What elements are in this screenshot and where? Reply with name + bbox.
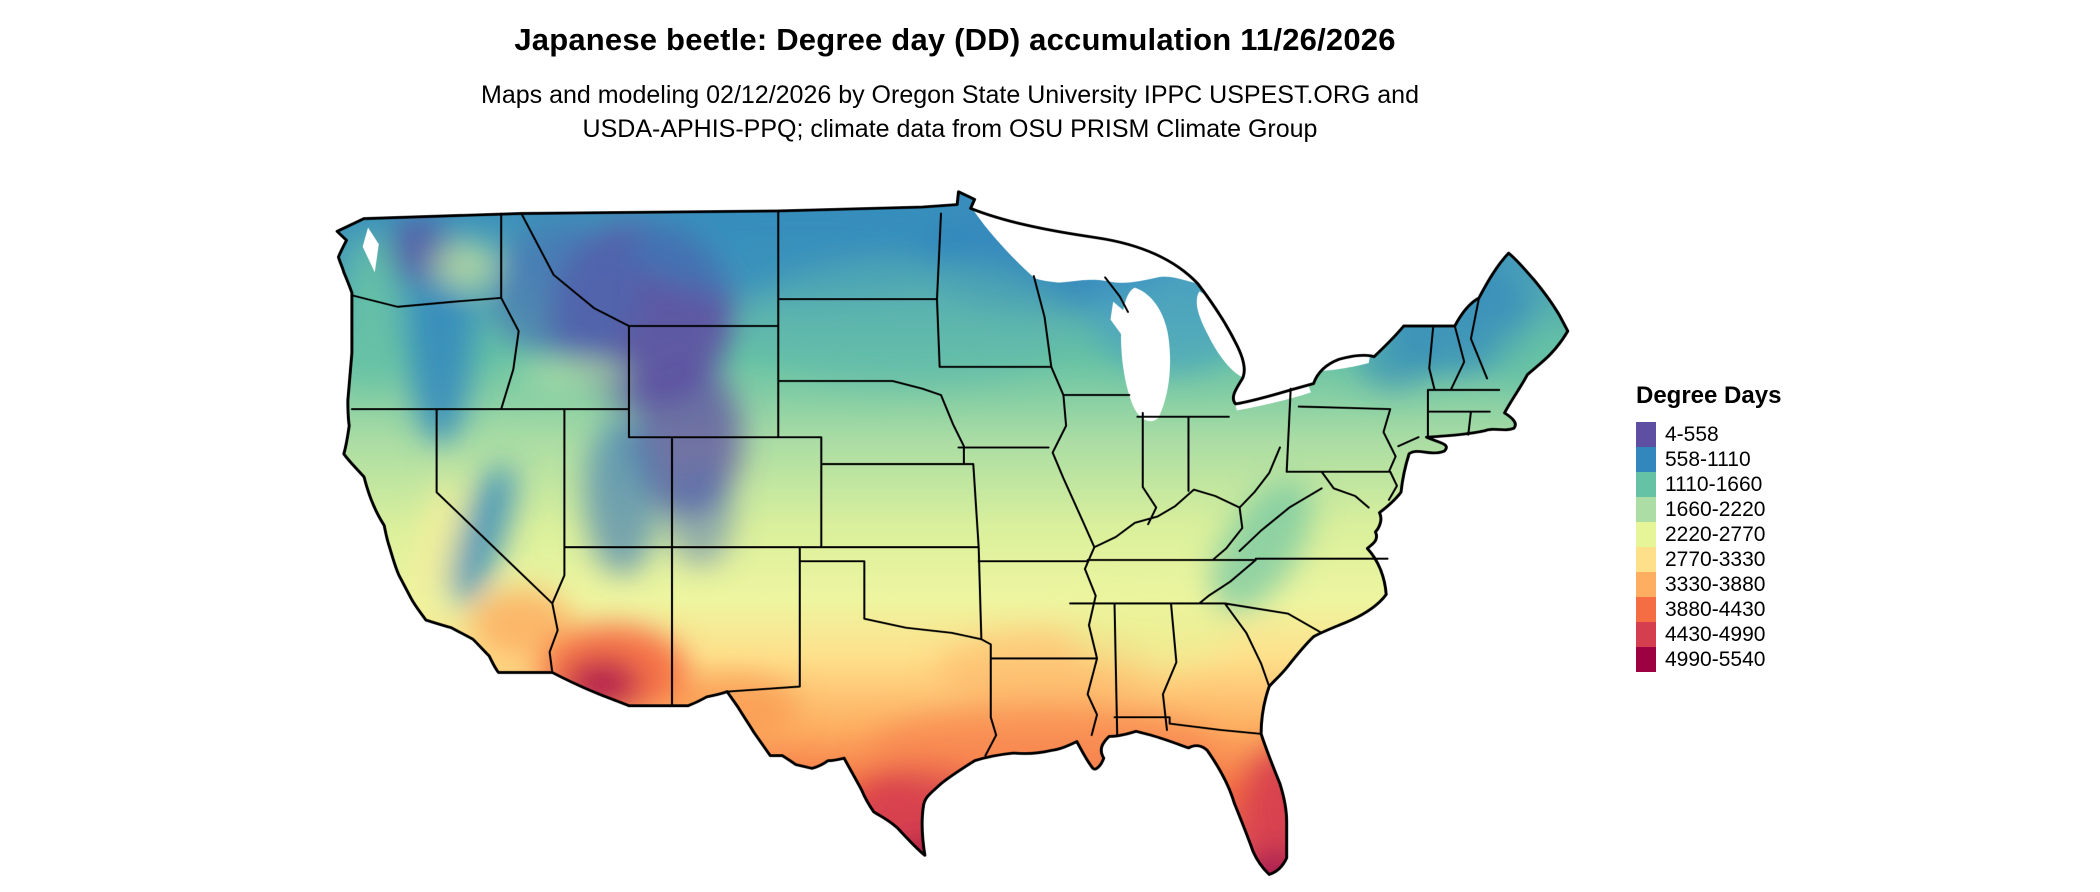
legend-swatch [1636, 497, 1656, 522]
us-degree-day-map [290, 170, 1635, 886]
legend-swatch [1636, 572, 1656, 597]
map-subtitle: Maps and modeling 02/12/2026 by Oregon S… [0, 78, 1900, 146]
legend-swatch [1636, 447, 1656, 472]
legend-item: 1110-1660 [1636, 472, 1781, 497]
map-title: Japanese beetle: Degree day (DD) accumul… [514, 22, 1396, 57]
legend-label: 4-558 [1665, 422, 1719, 446]
legend-item: 3330-3880 [1636, 572, 1781, 597]
legend-item: 1660-2220 [1636, 497, 1781, 522]
legend-title: Degree Days [1636, 382, 1782, 409]
legend-item: 4430-4990 [1636, 622, 1781, 647]
legend-item: 558-1110 [1636, 447, 1781, 472]
legend-label: 3330-3880 [1665, 572, 1766, 596]
state-borders [350, 209, 1501, 757]
legend-label: 3880-4430 [1665, 597, 1766, 621]
legend-swatch [1636, 647, 1656, 672]
legend-label: 2220-2770 [1665, 522, 1766, 546]
legend-item: 2220-2770 [1636, 522, 1781, 547]
legend-swatch [1636, 547, 1656, 572]
legend-item: 4990-5540 [1636, 647, 1781, 672]
legend-item: 4-558 [1636, 422, 1781, 447]
legend-label: 1110-1660 [1665, 472, 1763, 496]
us-outline [335, 190, 1570, 876]
legend-swatch [1636, 597, 1656, 622]
legend-label: 558-1110 [1665, 447, 1751, 471]
legend-item: 3880-4430 [1636, 597, 1781, 622]
legend-swatch [1636, 622, 1656, 647]
legend: Degree Days 4-558 558-1110 1110-1660 [1636, 382, 1781, 672]
legend-swatch [1636, 422, 1656, 447]
legend-swatch [1636, 472, 1656, 497]
legend-swatch [1636, 522, 1656, 547]
legend-label: 2770-3330 [1665, 547, 1766, 571]
legend-label: 4990-5540 [1665, 647, 1766, 671]
degree-day-raster [337, 191, 1568, 875]
legend-label: 4430-4990 [1665, 622, 1766, 646]
legend-items: 4-558 558-1110 1110-1660 1660-2220 [1636, 422, 1781, 672]
us-map-svg [335, 190, 1570, 876]
legend-item: 2770-3330 [1636, 547, 1781, 572]
map-subtitle-line-1: Maps and modeling 02/12/2026 by Oregon S… [481, 81, 1419, 109]
legend-label: 1660-2220 [1665, 497, 1766, 521]
map-subtitle-line-2: USDA-APHIS-PPQ; climate data from OSU PR… [582, 115, 1318, 143]
